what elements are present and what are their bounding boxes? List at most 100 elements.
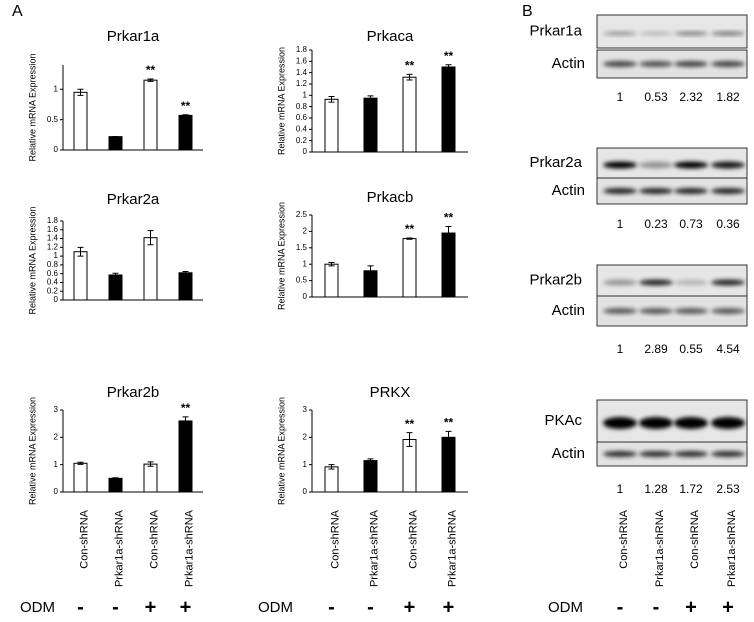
band (639, 161, 673, 169)
y-tick-label: 0.4 (296, 124, 308, 133)
odm-sign: - (367, 596, 374, 618)
y-axis-label: Relative mRNA Expression (27, 53, 37, 161)
y-tick-label: 0 (54, 295, 59, 304)
y-tick-label: 1.4 (296, 68, 308, 77)
odm-sign: + (180, 596, 192, 618)
y-axis-label: Relative mRNA Expression (27, 206, 37, 314)
y-tick-label: 2 (54, 432, 59, 441)
y-axis-label: Relative mRNA Expression (27, 397, 37, 505)
odm-sign: + (145, 596, 157, 618)
y-tick-label: 0.8 (47, 260, 59, 269)
error-bar (182, 114, 189, 117)
quantification: 2.53 (716, 482, 740, 496)
significance: ** (181, 99, 191, 113)
band (603, 451, 637, 457)
error-bar (182, 270, 189, 275)
error-bar (445, 225, 452, 241)
quantification: 1 (617, 90, 624, 104)
y-tick-label: 0.2 (47, 286, 59, 295)
error-bar (147, 461, 154, 467)
bar (441, 232, 456, 298)
bar (324, 466, 339, 493)
band (711, 308, 745, 314)
y-tick-label: 0.5 (47, 115, 59, 124)
error-bar (147, 78, 154, 82)
band (639, 451, 673, 457)
bar (324, 263, 339, 298)
quantification: 4.54 (716, 342, 740, 356)
y-tick-label: 1 (303, 460, 308, 469)
band (639, 31, 673, 36)
blot-actin-label: Actin (552, 55, 585, 72)
band (711, 188, 745, 194)
bar (143, 79, 158, 151)
quantification: 1 (617, 217, 624, 231)
band (639, 61, 673, 67)
band (674, 451, 708, 457)
y-tick-label: 0 (54, 487, 59, 496)
significance: ** (146, 63, 156, 77)
y-tick-label: 0.6 (47, 269, 59, 278)
error-bar (445, 430, 452, 444)
band (603, 417, 637, 429)
y-tick-label: 1 (303, 90, 308, 99)
quantification: 2.32 (679, 90, 703, 104)
y-tick-label: 0.8 (296, 102, 308, 111)
quantification: 2.89 (644, 342, 668, 356)
band (674, 161, 708, 169)
blot-protein-label: Prkar1a (529, 22, 582, 39)
y-tick-label: 0.2 (296, 136, 308, 145)
error-bar (328, 464, 335, 470)
quantification: 0.36 (716, 217, 740, 231)
band (603, 308, 637, 314)
y-tick-label: 0 (303, 147, 308, 156)
y-tick-label: 1 (54, 460, 59, 469)
y-tick-label: 1.4 (47, 234, 59, 243)
odm-sign: - (328, 596, 335, 618)
band (674, 31, 708, 36)
blot-actin-label: Actin (552, 302, 585, 319)
band (711, 417, 745, 429)
quantification: 1.82 (716, 90, 740, 104)
lane-label: Con-shRNA (689, 509, 701, 568)
chart-title: Prkar1a (107, 28, 160, 45)
lane-label: Con-shRNA (618, 509, 630, 568)
quantification: 0.23 (644, 217, 668, 231)
band (711, 161, 745, 169)
quantification: 1.72 (679, 482, 703, 496)
lane-label: Prkar1a-shRNA (726, 509, 738, 587)
significance: ** (405, 59, 415, 73)
significance: ** (444, 415, 454, 429)
panel-label: A (12, 3, 23, 20)
bar (402, 238, 417, 298)
error-bar (77, 88, 84, 96)
bar (73, 251, 88, 301)
error-bar (406, 73, 413, 81)
bar (108, 274, 123, 301)
error-bar (406, 237, 413, 240)
odm-sign: + (685, 596, 697, 618)
bar (324, 98, 339, 153)
chart-title: PRKX (370, 384, 411, 401)
y-tick-label: 1 (54, 251, 59, 260)
blot-protein-label: PKAc (544, 412, 582, 429)
band (603, 161, 637, 169)
y-tick-label: 1.8 (47, 216, 59, 225)
bar (363, 97, 378, 153)
y-tick-label: 1 (54, 84, 59, 93)
odm-sign: - (77, 596, 84, 618)
odm-label: ODM (258, 599, 293, 616)
y-tick-label: 2 (303, 227, 308, 236)
band (674, 308, 708, 314)
error-bar (367, 95, 374, 101)
x-tick-label: Con-shRNA (78, 509, 90, 568)
y-axis-label: Relative mRNA Expression (276, 202, 286, 310)
quantification: 1 (617, 342, 624, 356)
bar (178, 420, 193, 493)
error-bar (328, 95, 335, 103)
y-tick-label: 0 (303, 292, 308, 301)
bar (402, 439, 417, 493)
blot-protein (596, 14, 748, 49)
y-tick-label: 1.2 (296, 79, 308, 88)
odm-sign: + (443, 596, 455, 618)
